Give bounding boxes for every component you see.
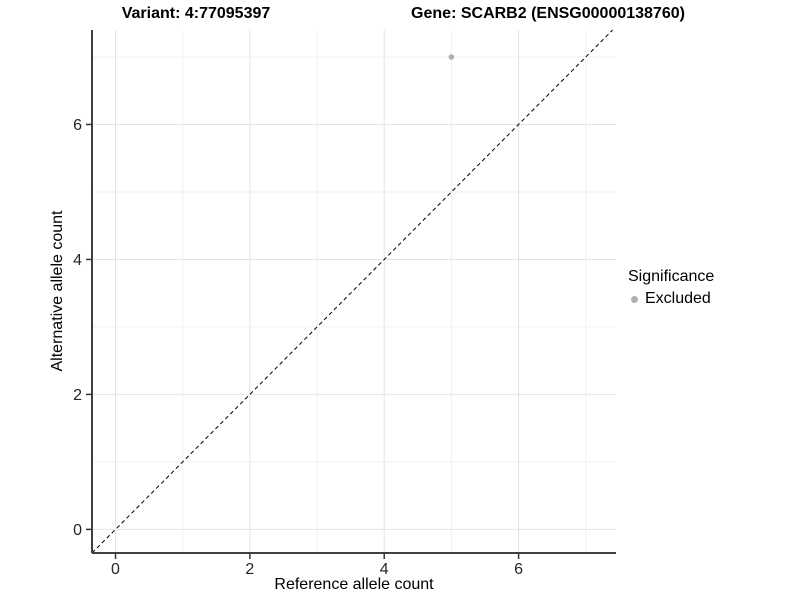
x-tick-label: 4: [380, 561, 389, 578]
data-point: [448, 54, 455, 60]
y-tick-label: 6: [73, 117, 82, 134]
variant-title: Variant: 4:77095397: [121, 5, 271, 22]
y-axis-label: Alternative allele count: [49, 210, 66, 372]
x-tick-label: 0: [111, 561, 120, 578]
x-axis-label: Reference allele count: [274, 576, 434, 593]
gene-title: Gene: SCARB2 (ENSG00000138760): [411, 5, 685, 22]
legend-entry-label: Excluded: [645, 290, 711, 307]
x-tick-label: 6: [514, 561, 523, 578]
y-tick-label: 4: [73, 252, 82, 269]
legend-title: Significance: [628, 268, 715, 285]
x-tick-label: 2: [245, 561, 254, 578]
y-tick-label: 2: [73, 387, 82, 404]
identity-line: [91, 29, 613, 554]
excluded-point-icon: [631, 295, 638, 303]
y-tick-label: 0: [73, 522, 82, 539]
legend: Significance Excluded: [628, 267, 714, 308]
legend-entry-excluded: Excluded: [628, 290, 714, 308]
